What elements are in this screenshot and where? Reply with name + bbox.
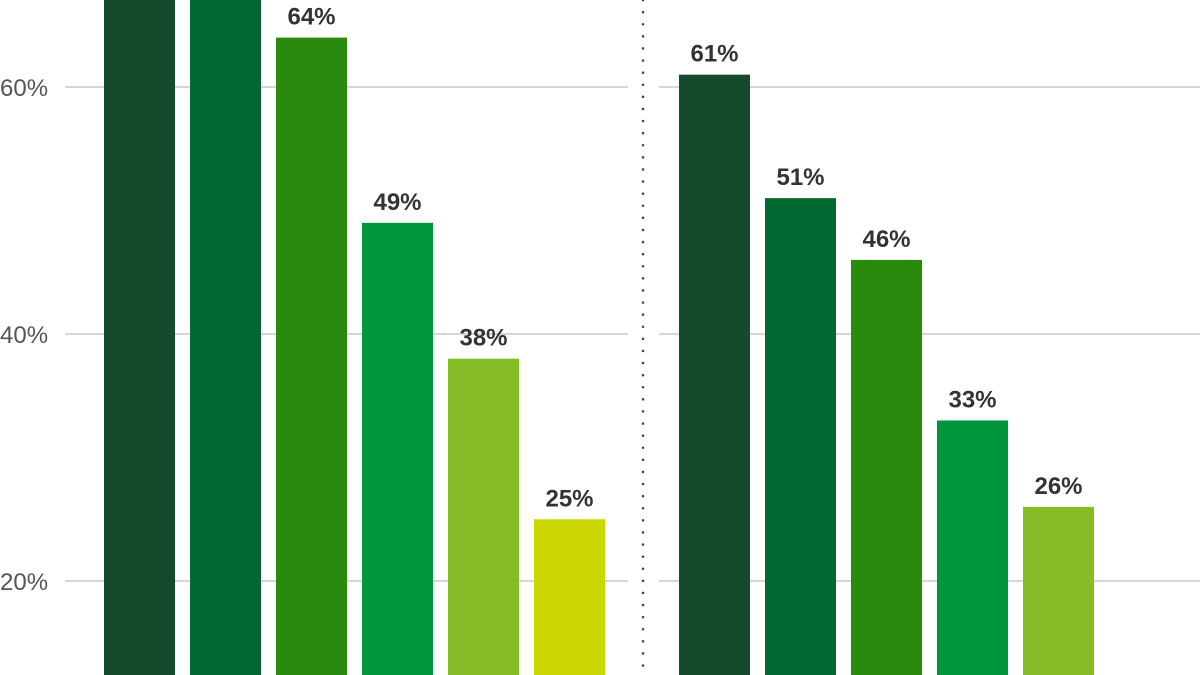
left-bar [190,0,261,675]
left-bar [276,37,347,675]
right-bar [765,198,836,675]
right-bar [851,259,922,675]
right-bar [937,420,1008,675]
data-label: 33% [948,386,996,413]
data-label: 64% [287,4,335,31]
data-label: 49% [373,189,421,216]
data-label: 51% [776,164,824,191]
data-label: 46% [862,226,910,253]
left-bar [362,222,433,675]
y-tick-label: 20% [0,569,48,596]
y-tick-label: 60% [0,75,48,102]
data-label: 25% [545,485,593,512]
data-label: 26% [1034,473,1082,500]
left-bar [534,519,605,675]
left-bar [104,0,175,675]
data-label: 38% [459,325,507,352]
right-bar [1023,506,1094,675]
left-bar [448,358,519,675]
y-tick-label: 40% [0,322,48,349]
data-label: 61% [690,41,738,68]
right-bar [679,74,750,675]
